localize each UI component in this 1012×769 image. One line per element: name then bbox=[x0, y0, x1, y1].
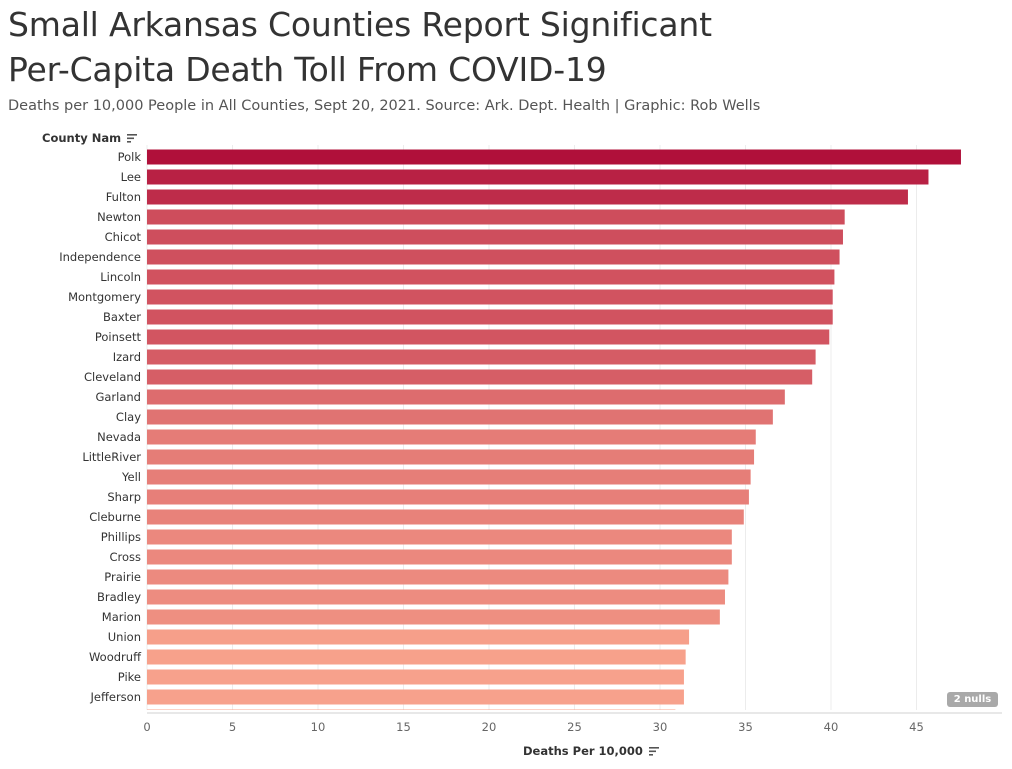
category-label: Izard bbox=[113, 350, 141, 364]
bar-newton[interactable] bbox=[147, 209, 845, 225]
bar-fulton[interactable] bbox=[147, 189, 908, 205]
category-label: Nevada bbox=[97, 430, 141, 444]
category-label: Clay bbox=[116, 410, 141, 424]
category-label: Poinsett bbox=[95, 330, 142, 344]
x-axis: 0 5 10 15 20 25 30 35 40 45 bbox=[143, 712, 1002, 734]
bar-lincoln[interactable] bbox=[147, 269, 835, 285]
bar-nevada[interactable] bbox=[147, 429, 756, 445]
bar-polk[interactable] bbox=[147, 149, 961, 165]
x-tick-label: 30 bbox=[653, 720, 668, 734]
bar-independence[interactable] bbox=[147, 249, 840, 265]
bars bbox=[147, 149, 961, 710]
x-tick-label: 0 bbox=[143, 720, 150, 734]
bar-partial-next bbox=[147, 709, 676, 710]
y-axis-header[interactable]: County Nam bbox=[42, 131, 138, 145]
x-tick-label: 5 bbox=[229, 720, 236, 734]
category-labels: Polk Lee Fulton Newton Chicot Independence Lin… bbox=[59, 150, 142, 704]
bar-cross[interactable] bbox=[147, 549, 732, 565]
sort-descending-icon[interactable] bbox=[127, 134, 138, 143]
category-label: Fulton bbox=[106, 190, 141, 204]
sort-descending-icon[interactable] bbox=[648, 747, 660, 756]
x-tick-label: 35 bbox=[738, 720, 753, 734]
category-label: Newton bbox=[97, 210, 141, 224]
category-label: Cleveland bbox=[84, 370, 141, 384]
bar-garland[interactable] bbox=[147, 389, 785, 405]
category-label: Bradley bbox=[97, 590, 141, 604]
category-label: Independence bbox=[59, 250, 141, 264]
bar-prairie[interactable] bbox=[147, 569, 729, 585]
chart-title-line-1: Small Arkansas Counties Report Significa… bbox=[8, 5, 712, 44]
bar-montgomery[interactable] bbox=[147, 289, 833, 305]
category-label: Montgomery bbox=[68, 290, 141, 304]
category-label: Phillips bbox=[101, 530, 141, 544]
category-label: Sharp bbox=[107, 490, 141, 504]
category-label: Prairie bbox=[104, 570, 141, 584]
category-label: Union bbox=[108, 630, 141, 644]
category-label: Polk bbox=[118, 150, 142, 164]
bar-pike[interactable] bbox=[147, 669, 684, 685]
bar-cleveland[interactable] bbox=[147, 369, 813, 385]
bar-lee[interactable] bbox=[147, 169, 929, 185]
x-tick-label: 15 bbox=[396, 720, 411, 734]
bar-woodruff[interactable] bbox=[147, 649, 686, 665]
chart-title-line-2: Per-Capita Death Toll From COVID-19 bbox=[8, 50, 607, 89]
nulls-indicator[interactable]: 2 nulls bbox=[947, 692, 998, 707]
x-tick-label: 40 bbox=[824, 720, 839, 734]
x-axis-title: Deaths Per 10,000 bbox=[523, 744, 643, 758]
bar-sharp[interactable] bbox=[147, 489, 749, 505]
category-label: Lee bbox=[121, 170, 141, 184]
bar-littleriver[interactable] bbox=[147, 449, 755, 465]
bar-jefferson[interactable] bbox=[147, 689, 684, 705]
x-axis-header[interactable]: Deaths Per 10,000 bbox=[523, 744, 660, 758]
category-label: LittleRiver bbox=[82, 450, 141, 464]
bar-izard[interactable] bbox=[147, 349, 816, 365]
bar-union[interactable] bbox=[147, 629, 690, 645]
bar-clay[interactable] bbox=[147, 409, 773, 425]
category-label: Garland bbox=[95, 390, 141, 404]
category-label: Cleburne bbox=[89, 510, 141, 524]
category-label: Cross bbox=[109, 550, 141, 564]
x-tick-label: 20 bbox=[482, 720, 497, 734]
bar-poinsett[interactable] bbox=[147, 329, 830, 345]
category-label: Pike bbox=[118, 670, 141, 684]
bar-marion[interactable] bbox=[147, 609, 720, 625]
bar-phillips[interactable] bbox=[147, 529, 732, 545]
category-label: Lincoln bbox=[100, 270, 141, 284]
category-label: Jefferson bbox=[89, 690, 141, 704]
category-label: Yell bbox=[121, 470, 141, 484]
x-tick-label: 25 bbox=[567, 720, 582, 734]
x-tick-label: 10 bbox=[311, 720, 326, 734]
bar-bradley[interactable] bbox=[147, 589, 725, 605]
category-label: Baxter bbox=[103, 310, 141, 324]
y-axis-title: County Nam bbox=[42, 131, 122, 145]
bar-yell[interactable] bbox=[147, 469, 751, 485]
category-label: Marion bbox=[102, 610, 141, 624]
chart-title: Small Arkansas Counties Report Significa… bbox=[8, 2, 1008, 92]
bar-cleburne[interactable] bbox=[147, 509, 744, 525]
category-label: Woodruff bbox=[89, 650, 142, 664]
bar-chicot[interactable] bbox=[147, 229, 843, 245]
bar-baxter[interactable] bbox=[147, 309, 833, 325]
chart-subtitle: Deaths per 10,000 People in All Counties… bbox=[8, 98, 761, 114]
x-tick-label: 45 bbox=[909, 720, 924, 734]
category-label: Chicot bbox=[105, 230, 142, 244]
